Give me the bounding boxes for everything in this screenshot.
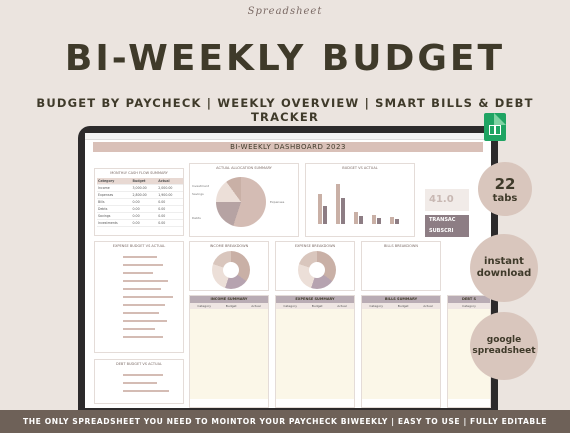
expense-rows [276, 309, 354, 399]
spreadsheet-label: spreadsheet [472, 346, 536, 356]
google-sheets-icon [484, 113, 506, 141]
pie-label-investment: Investment [192, 184, 209, 188]
hbar [123, 296, 173, 298]
pie-label-savings: Savings [192, 192, 204, 196]
transactions-button[interactable]: TRANSAC SUBSCRI [425, 215, 469, 237]
hbar [123, 272, 153, 274]
debt-budget-panel: DEBT BUDGET VS ACTUAL [94, 359, 184, 404]
bar [390, 217, 394, 224]
expense-breakdown-title: EXPENSE BREAKDOWN [294, 244, 336, 248]
subscriptions-label: SUBSCRI [429, 228, 454, 234]
cash-flow-table: Category Budget Actual Income 3,000.00 2,000… [97, 178, 183, 227]
bar [354, 212, 358, 224]
sheet-ruler [85, 133, 491, 140]
page-title: BI-WEEKLY BUDGET [64, 38, 506, 79]
pie-label-expenses: Expenses [270, 200, 285, 204]
dashboard-title: BI-WEEKLY DASHBOARD 2023 [93, 142, 483, 152]
bar [318, 194, 322, 224]
dashboard-screen: BI-WEEKLY DASHBOARD 2023 MONTHLY CASH FL… [85, 133, 491, 408]
pie-label-debts: Debts [192, 216, 201, 220]
bills-breakdown-title: BILLS BREAKDOWN [384, 244, 418, 248]
income-donut [212, 251, 250, 289]
expense-budget-panel: EXPENSE BUDGET VS ACTUAL [94, 241, 184, 353]
cash-flow-title: MONTHLY CASH FLOW SUMMARY [110, 171, 168, 175]
hbar [123, 280, 168, 282]
page-subtitle: BUDGET BY PAYCHECK | WEEKLY OVERVIEW | S… [36, 96, 534, 124]
allocation-pie [216, 177, 266, 227]
bar [341, 198, 345, 224]
bar [336, 184, 340, 224]
bills-breakdown-panel: BILLS BREAKDOWN [361, 241, 441, 291]
instant-label: instant [484, 256, 524, 267]
tabs-label: tabs [492, 192, 518, 204]
hbar [123, 304, 165, 306]
bar [372, 215, 376, 224]
budget-actual-panel: BUDGET VS ACTUAL [305, 163, 415, 237]
download-label: download [476, 268, 532, 279]
hbar [123, 264, 163, 266]
bar [377, 218, 381, 224]
budget-actual-title: BUDGET VS ACTUAL [342, 166, 378, 170]
expense-summary-title: EXPENSE SUMMARY [276, 296, 354, 303]
income-rows [190, 309, 268, 399]
laptop-frame: BI-WEEKLY DASHBOARD 2023 MONTHLY CASH FL… [78, 126, 498, 410]
hbar [123, 374, 163, 376]
debt-summary-title: DEBT S [448, 296, 490, 303]
instant-download-badge: instant download [470, 234, 538, 302]
hbar [123, 328, 155, 330]
income-breakdown-panel: INCOME BREAKDOWN [189, 241, 269, 291]
expense-summary: EXPENSE SUMMARY Category Budget Actual [275, 295, 355, 408]
tabs-count: 22 [494, 174, 516, 193]
bills-rows [362, 309, 440, 399]
hbar [123, 256, 157, 258]
bills-summary-title: BILLS SUMMARY [362, 296, 440, 303]
bar [323, 206, 327, 224]
hbar [123, 312, 159, 314]
expense-breakdown-panel: EXPENSE BREAKDOWN [275, 241, 355, 291]
income-summary: INCOME SUMMARY Category Budget Actual [189, 295, 269, 408]
expense-budget-title: EXPENSE BUDGET VS ACTUAL [112, 244, 166, 248]
income-summary-title: INCOME SUMMARY [190, 296, 268, 303]
expense-donut [298, 251, 336, 289]
allocation-panel: ACTUAL ALLOCATION SUMMARY Investment Sav… [189, 163, 299, 237]
hbar [123, 288, 161, 290]
kpi-value: 41.0 [425, 189, 469, 211]
hbar [123, 336, 163, 338]
allocation-title: ACTUAL ALLOCATION SUMMARY [216, 166, 272, 170]
hbar [123, 320, 167, 322]
bills-summary: BILLS SUMMARY Category Budget Actual [361, 295, 441, 408]
hbar [123, 382, 157, 384]
bar [359, 216, 363, 224]
footer-banner: THE ONLY SPREADSHEET YOU NEED TO MOINTOR… [0, 410, 570, 433]
bar [395, 219, 399, 224]
cash-flow-panel: MONTHLY CASH FLOW SUMMARY Category Budget… [94, 168, 184, 236]
debt-budget-title: DEBT BUDGET VS ACTUAL [116, 362, 162, 366]
hbar [123, 390, 169, 392]
income-breakdown-title: INCOME BREAKDOWN [209, 244, 249, 248]
google-label: google [486, 335, 522, 345]
google-spreadsheet-badge: google spreadsheet [470, 312, 538, 380]
tabs-badge: 22 tabs [478, 162, 532, 216]
brand-script: Spreadsheet [247, 6, 323, 17]
transactions-label: TRANSAC [429, 217, 456, 223]
